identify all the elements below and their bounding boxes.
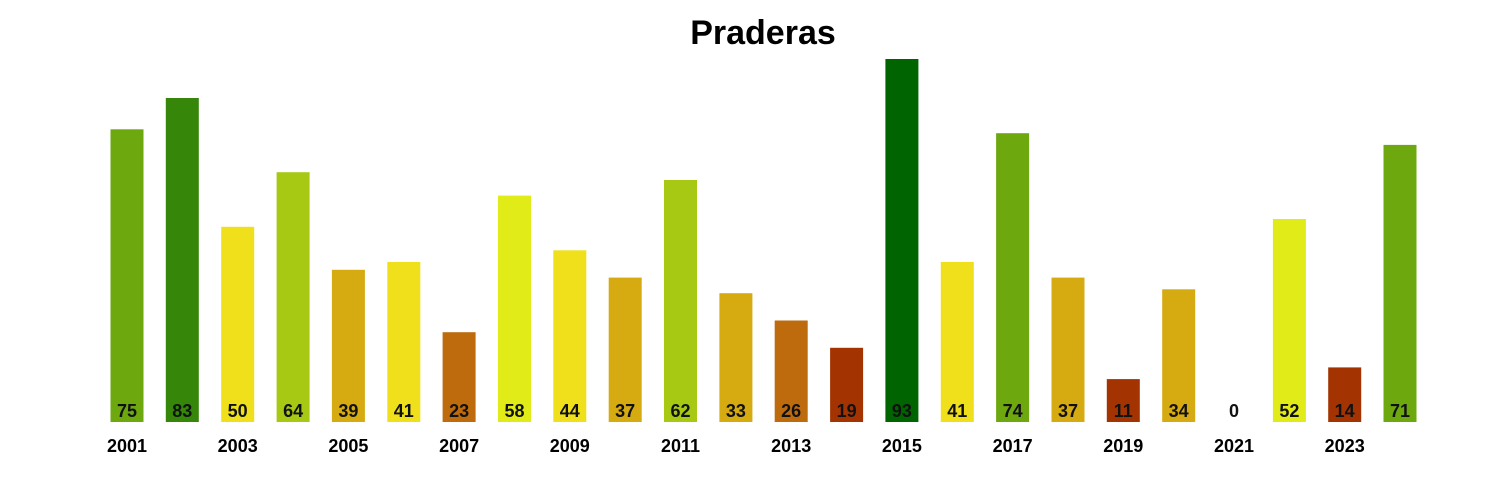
x-tick-2009: 2009 — [550, 436, 590, 456]
value-label-2012: 33 — [726, 401, 746, 421]
bar-2024 — [1383, 144, 1417, 422]
value-label-2006: 41 — [394, 401, 414, 421]
x-tick-2021: 2021 — [1214, 436, 1254, 456]
bars-group — [110, 59, 1417, 423]
bar-2014 — [830, 347, 864, 422]
bar-2011 — [664, 180, 697, 422]
x-tick-2013: 2013 — [771, 436, 811, 456]
bar-2009 — [553, 250, 587, 422]
bar-2020 — [1162, 289, 1196, 422]
x-tick-2019: 2019 — [1103, 436, 1143, 456]
bar-2013 — [774, 320, 808, 422]
value-label-2002: 83 — [172, 401, 192, 421]
value-label-2001: 75 — [117, 401, 137, 421]
value-label-2019: 11 — [1114, 401, 1133, 421]
chart-title: Praderas — [690, 14, 836, 52]
x-tick-2001: 2001 — [107, 436, 147, 456]
value-label-2015: 93 — [892, 401, 912, 421]
value-label-2010: 37 — [615, 401, 635, 421]
bar-2017 — [996, 133, 1030, 422]
x-tick-2011: 2011 — [661, 436, 700, 456]
value-label-2007: 23 — [449, 401, 469, 421]
value-label-2004: 64 — [283, 401, 303, 421]
bar-2003 — [221, 226, 255, 422]
x-tick-2003: 2003 — [218, 436, 258, 456]
bar-2006 — [387, 262, 421, 422]
x-axis-tick-labels: 2001 2003 2005 2007 2009 2011 2013 2015 2017 2019… — [107, 436, 1365, 456]
value-label-2024: 71 — [1390, 401, 1410, 421]
value-label-2020: 34 — [1169, 401, 1189, 421]
x-tick-2023: 2023 — [1325, 436, 1365, 456]
bar-2004 — [276, 172, 310, 422]
value-label-2018: 37 — [1058, 401, 1078, 421]
bar-2015 — [885, 59, 919, 422]
bar-2008 — [498, 195, 531, 422]
bar-2005 — [331, 269, 365, 422]
x-tick-2007: 2007 — [439, 436, 479, 456]
value-label-2023: 14 — [1335, 401, 1355, 421]
value-label-2014: 19 — [837, 401, 857, 421]
x-tick-2017: 2017 — [993, 436, 1033, 456]
bar-2019 — [1106, 379, 1140, 422]
bar-2002 — [165, 98, 199, 422]
value-label-2003: 50 — [228, 401, 248, 421]
value-label-2008: 58 — [504, 401, 524, 421]
bar-2018 — [1051, 277, 1085, 422]
bar-2007 — [442, 332, 476, 422]
bar-2023 — [1328, 367, 1362, 422]
value-label-2005: 39 — [338, 401, 358, 421]
value-label-2013: 26 — [781, 401, 801, 421]
value-labels-group: 75 83 50 64 39 41 23 58 44 37 62 33 26 19 93 41 74 37 11 34… — [117, 401, 1410, 421]
value-label-2009: 44 — [560, 401, 580, 421]
bar-2012 — [719, 293, 753, 422]
bar-2022 — [1272, 219, 1306, 422]
bar-2016 — [940, 262, 974, 422]
bar-2010 — [608, 277, 642, 422]
value-label-2016: 41 — [947, 401, 967, 421]
value-label-2017: 74 — [1003, 401, 1023, 421]
x-tick-2005: 2005 — [328, 436, 368, 456]
bar-2001 — [110, 129, 144, 423]
value-label-2021: 0 — [1229, 401, 1239, 421]
x-tick-2015: 2015 — [882, 436, 922, 456]
value-label-2011: 62 — [670, 401, 690, 421]
value-label-2022: 52 — [1279, 401, 1299, 421]
